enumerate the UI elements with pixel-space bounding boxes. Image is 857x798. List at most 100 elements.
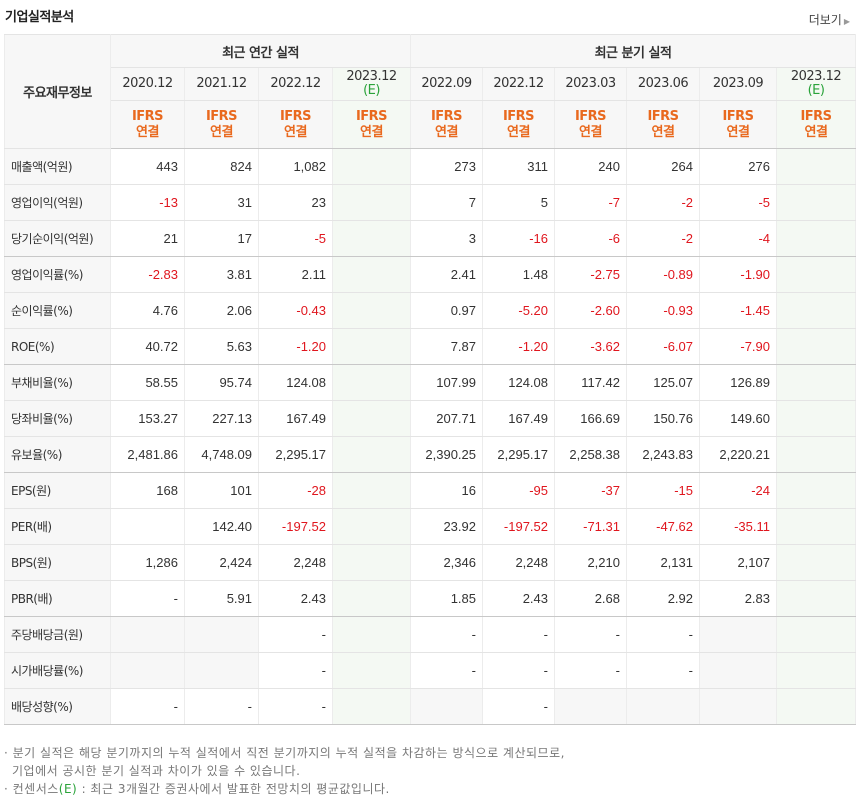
table-row: 부채비율(%) 58.55 95.74 124.08 107.99 124.08 117.4…: [4, 364, 856, 401]
consolidated-label: 연결: [804, 124, 828, 140]
value-cell: 2.11: [258, 256, 333, 293]
value-cell: -7.90: [699, 328, 777, 365]
value-cell: -1.20: [482, 328, 555, 365]
consolidated-label: 연결: [726, 124, 750, 140]
value-cell: 2.41: [410, 256, 483, 293]
value-cell: [699, 616, 777, 653]
row-label: 시가배당률(%): [4, 652, 111, 689]
value-cell: -28: [258, 472, 333, 509]
value-cell: 240: [554, 148, 627, 185]
value-cell: [410, 688, 483, 725]
ifrs-label: IFRS: [574, 108, 607, 124]
row-label: 부채비율(%): [4, 364, 111, 401]
value-cell: 273: [410, 148, 483, 185]
consolidated-label: 연결: [210, 124, 233, 140]
value-cell: -: [410, 616, 483, 653]
footnote-1: · 분기 실적은 해당 분기까지의 누적 실적에서 직전 분기까지의 누적 실적…: [4, 746, 565, 760]
period-year: 2023.03: [565, 76, 616, 91]
value-cell: -6.07: [626, 328, 700, 365]
value-cell: [699, 688, 777, 725]
ifrs-label: IFRS: [205, 108, 238, 124]
value-cell: [332, 508, 411, 545]
value-cell: -71.31: [554, 508, 627, 545]
value-cell: 2.68: [554, 580, 627, 617]
value-cell: 2.43: [258, 580, 333, 617]
value-cell: 2,210: [554, 544, 627, 581]
value-cell: 107.99: [410, 364, 483, 401]
value-cell: [332, 328, 411, 365]
value-cell: -37: [554, 472, 627, 509]
value-cell: -: [410, 652, 483, 689]
value-cell: -95: [482, 472, 555, 509]
row-label: 배당성향(%): [4, 688, 111, 725]
ifrs-label: IFRS: [647, 108, 679, 124]
ifrs-label: IFRS: [355, 108, 388, 124]
period-header: 2023.12 (E): [776, 67, 856, 101]
value-cell: 4.76: [110, 292, 185, 329]
table-row: 순이익률(%) 4.76 2.06 -0.43 0.97 -5.20 -2.60 -0.93-…: [4, 292, 856, 329]
value-cell: 142.40: [184, 508, 259, 545]
value-cell: [184, 652, 259, 689]
row-label: 유보율(%): [4, 436, 111, 473]
value-cell: 207.71: [410, 400, 483, 437]
ifrs-header: IFRS 연결: [332, 100, 411, 149]
ifrs-label: IFRS: [279, 108, 312, 124]
ifrs-label: IFRS: [131, 108, 164, 124]
value-cell: [554, 688, 627, 725]
value-cell: [776, 580, 856, 617]
ifrs-header: IFRS 연결: [699, 100, 777, 149]
table-row: EPS(원) 168 101 -28 16 -95 -37 -15 -24: [4, 472, 856, 509]
row-label: BPS(원): [4, 544, 111, 581]
value-cell: 2,220.21: [699, 436, 777, 473]
value-cell: 1.48: [482, 256, 555, 293]
value-cell: [332, 256, 411, 293]
ifrs-header: IFRS 연결: [410, 100, 483, 149]
row-label: 당좌비율(%): [4, 400, 111, 437]
value-cell: -: [626, 652, 700, 689]
value-cell: 3.81: [184, 256, 259, 293]
ifrs-header: IFRS 연결: [258, 100, 333, 149]
value-cell: [776, 688, 856, 725]
value-cell: -15: [626, 472, 700, 509]
period-header: 2022.12: [258, 67, 333, 101]
ifrs-header: IFRS 연결: [626, 100, 700, 149]
value-cell: [776, 400, 856, 437]
value-cell: -2.60: [554, 292, 627, 329]
value-cell: 2,248: [258, 544, 333, 581]
ifrs-header: IFRS 연결: [554, 100, 627, 149]
value-cell: [332, 220, 411, 257]
table-row: 영업이익률(%) -2.83 3.81 2.11 2.41 1.48 -2.75 -0.89-…: [4, 256, 856, 293]
value-cell: 2,346: [410, 544, 483, 581]
value-cell: [184, 616, 259, 653]
value-cell: [776, 544, 856, 581]
value-cell: 23: [258, 184, 333, 221]
value-cell: [776, 652, 856, 689]
value-cell: 2.43: [482, 580, 555, 617]
value-cell: -47.62: [626, 508, 700, 545]
period-year: 2023.06: [637, 76, 689, 91]
period-year: 2023.12: [790, 69, 842, 84]
value-cell: -: [482, 616, 555, 653]
section-title: 기업실적분석: [5, 10, 74, 25]
value-cell: 117.42: [554, 364, 627, 401]
period-header: 2023.03: [554, 67, 627, 101]
value-cell: 443: [110, 148, 185, 185]
value-cell: 3: [410, 220, 483, 257]
table-row: PER(배) 142.40 -197.52 23.92 -197.52 -71.31 -47…: [4, 508, 856, 545]
value-cell: [776, 616, 856, 653]
value-cell: -2.83: [110, 256, 185, 293]
value-cell: 2,258.38: [554, 436, 627, 473]
value-cell: 276: [699, 148, 777, 185]
value-cell: [776, 184, 856, 221]
value-cell: -: [482, 652, 555, 689]
ifrs-header: IFRS 연결: [110, 100, 185, 149]
value-cell: 153.27: [110, 400, 185, 437]
period-year: 2022.12: [493, 76, 544, 91]
ifrs-label: IFRS: [800, 108, 832, 124]
ifrs-header: IFRS 연결: [482, 100, 555, 149]
period-header: 2023.12 (E): [332, 67, 411, 101]
row-label: 순이익률(%): [4, 292, 111, 329]
value-cell: -0.93: [626, 292, 700, 329]
value-cell: 2,390.25: [410, 436, 483, 473]
more-link[interactable]: 더보기 ▶: [809, 11, 850, 28]
